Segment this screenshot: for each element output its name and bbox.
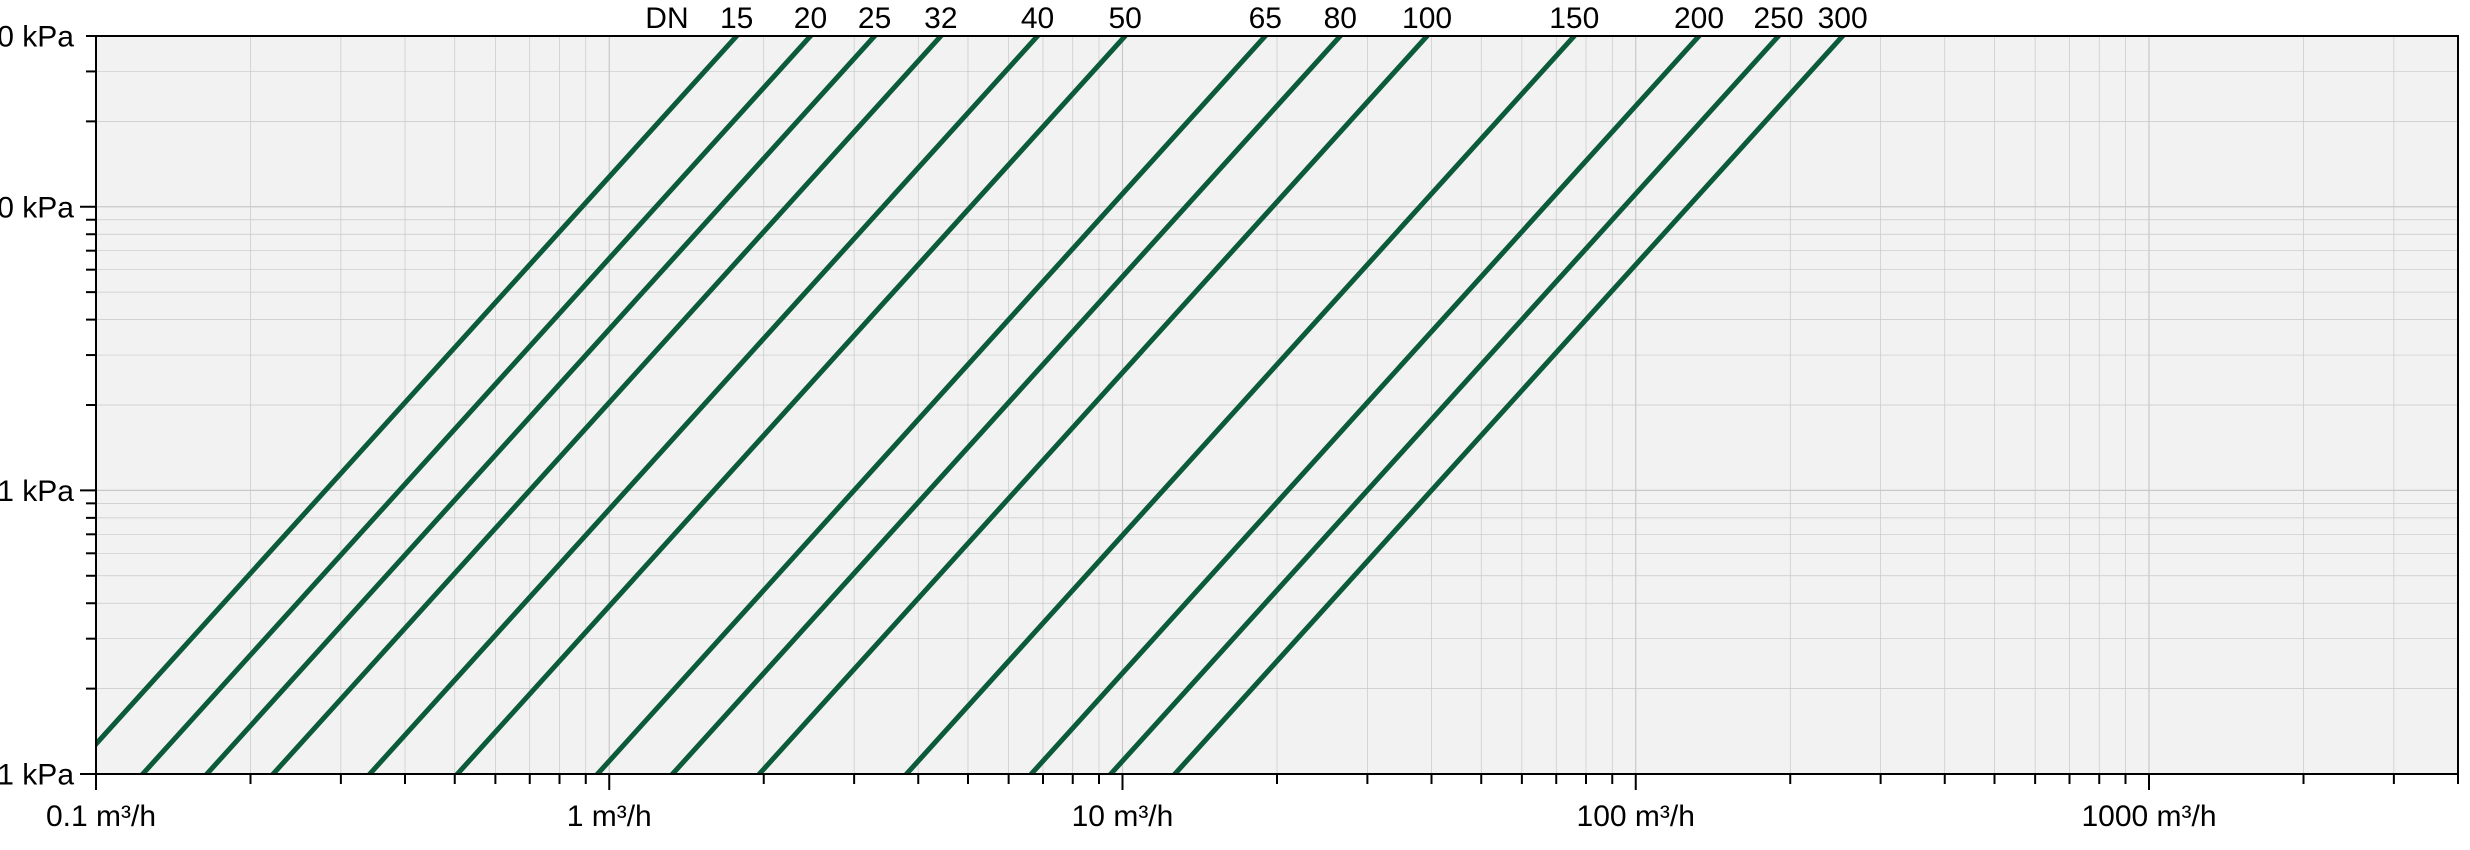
dn-label-150: 150 (1549, 2, 1599, 35)
x-tick-label: 100 m³/h (1577, 800, 1695, 833)
dn-label-200: 200 (1674, 2, 1724, 35)
dn-label-250: 250 (1753, 2, 1803, 35)
dn-label-65: 65 (1249, 2, 1282, 35)
x-tick-label: 0.1 m³/h (46, 800, 156, 833)
chart-svg: 0.1 m³/h 1 m³/h 10 m³/h 100 m³/h 1000 m³/h 0.… (0, 0, 2470, 850)
y-tick-label: 0.1 kPa (0, 759, 74, 792)
dn-title: DN (645, 2, 688, 35)
dn-label-25: 25 (858, 2, 891, 35)
dn-label-80: 80 (1324, 2, 1357, 35)
dn-label-300: 300 (1818, 2, 1868, 35)
y-tick-label: 40 kPa (0, 21, 74, 54)
dn-label-40: 40 (1021, 2, 1054, 35)
dn-label-15: 15 (720, 2, 753, 35)
y-tick-label: 10 kPa (0, 191, 74, 224)
dn-label-100: 100 (1402, 2, 1452, 35)
pressure-drop-chart: 0.1 m³/h 1 m³/h 10 m³/h 100 m³/h 1000 m³/h 0.… (0, 0, 2470, 850)
x-tick-label: 1000 m³/h (2081, 800, 2216, 833)
dn-label-20: 20 (794, 2, 827, 35)
x-tick-label: 1 m³/h (567, 800, 652, 833)
dn-label-50: 50 (1108, 2, 1141, 35)
y-tick-label: 1 kPa (0, 475, 74, 508)
x-tick-label: 10 m³/h (1072, 800, 1174, 833)
dn-label-32: 32 (924, 2, 957, 35)
